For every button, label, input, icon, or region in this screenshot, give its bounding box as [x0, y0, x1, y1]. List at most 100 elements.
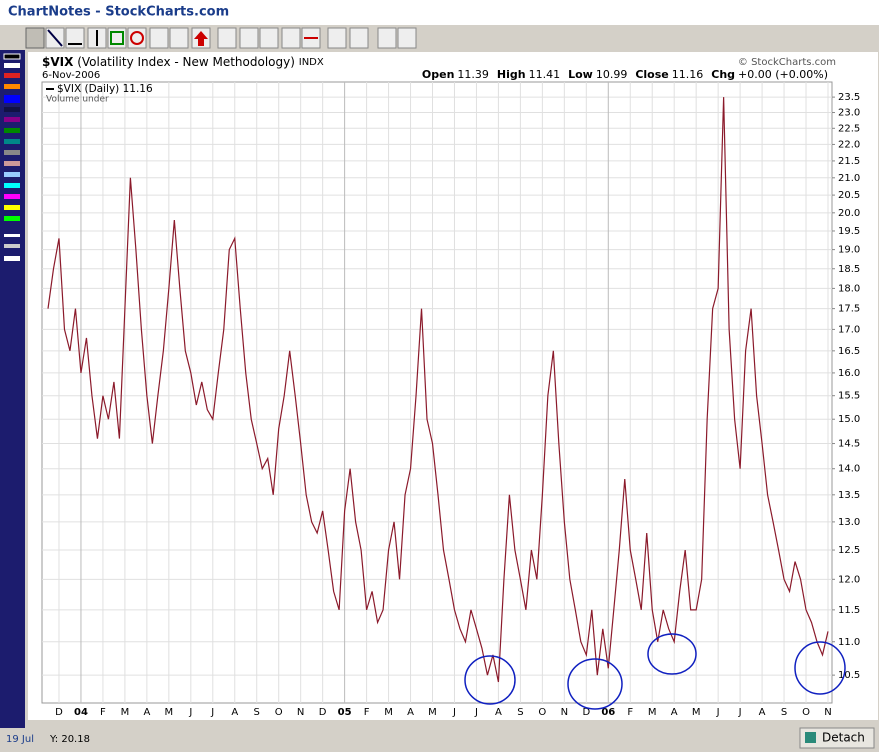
tool-button[interactable] — [327, 27, 347, 49]
x-tick-label: A — [231, 707, 238, 718]
y-tick-label: 16.0 — [838, 368, 860, 379]
exchange: INDX — [299, 57, 324, 68]
y-tick-label: 18.5 — [838, 264, 860, 275]
toolbar — [25, 27, 417, 49]
x-tick-label: M — [692, 707, 701, 718]
y-tick-label: 15.0 — [838, 414, 860, 425]
legend-value: 11.16 — [123, 83, 153, 95]
window-title: ChartNotes - StockCharts.com — [8, 5, 229, 20]
x-tick-label: A — [407, 707, 414, 718]
title-bar — [0, 0, 879, 25]
y-tick-label: 22.0 — [838, 139, 860, 150]
quote-value: 11.39 — [457, 68, 489, 81]
annotation-circles — [464, 633, 846, 710]
tool-button[interactable] — [377, 27, 397, 49]
x-tick-label: S — [254, 707, 260, 718]
x-tick-label: D — [55, 707, 63, 718]
x-tick-label: N — [297, 707, 304, 718]
tool-button[interactable] — [217, 27, 237, 49]
y-tick-label: 12.5 — [838, 545, 860, 556]
tool-button[interactable] — [349, 27, 369, 49]
status-y: Y: 20.18 — [49, 734, 90, 745]
x-tick-label: J — [452, 707, 456, 718]
x-tick-label: J — [210, 707, 214, 718]
x-tick-label: 04 — [74, 707, 88, 718]
detach-button[interactable] — [799, 727, 875, 749]
x-tick-label: A — [495, 707, 502, 718]
tool-button[interactable] — [25, 27, 45, 49]
x-tick-label: M — [428, 707, 437, 718]
y-tick-label: 21.0 — [838, 173, 860, 184]
tool-button[interactable] — [397, 27, 417, 49]
annotation-circle — [794, 641, 846, 695]
x-tick-label: J — [188, 707, 192, 718]
x-tick-label: D — [582, 707, 590, 718]
tool-button[interactable] — [239, 27, 259, 49]
y-tick-label: 20.5 — [838, 190, 860, 201]
tool-button[interactable] — [259, 27, 279, 49]
y-tick-label: 21.5 — [838, 156, 860, 167]
x-tick-label: O — [275, 707, 283, 718]
x-tick-label: A — [759, 707, 766, 718]
quote-label: Close — [635, 68, 668, 81]
price-line — [47, 97, 829, 683]
y-tick-label: 23.5 — [838, 92, 860, 103]
annotation-circle — [647, 633, 697, 675]
y-tick-label: 14.0 — [838, 464, 860, 475]
y-tick-label: 23.0 — [838, 108, 860, 119]
detach-icon — [805, 732, 816, 743]
tool-button[interactable] — [169, 27, 189, 49]
y-tick-label: 17.5 — [838, 304, 860, 315]
y-tick-label: 19.5 — [838, 226, 860, 237]
x-tick-label: S — [781, 707, 787, 718]
palette-swatches — [3, 53, 21, 261]
symbol: $VIX — [42, 55, 74, 69]
x-tick-label: F — [100, 707, 106, 718]
y-tick-label: 13.5 — [838, 490, 860, 501]
detach-label: Detach — [822, 731, 865, 745]
tool-button[interactable] — [281, 27, 301, 49]
status-x: 19 Jul — [6, 734, 34, 745]
x-tick-label: A — [671, 707, 678, 718]
quote-value: 11.41 — [529, 68, 561, 81]
x-tick-label: M — [648, 707, 657, 718]
x-tick-label: A — [143, 707, 150, 718]
quote-line: Open 11.39 High 11.41 Low 10.99 Close 11.16 Chg +… — [422, 68, 828, 81]
x-tick-label: J — [474, 707, 478, 718]
y-tick-label: 12.0 — [838, 574, 860, 585]
y-tick-label: 15.5 — [838, 391, 860, 402]
y-tick-label: 22.5 — [838, 123, 860, 134]
y-tick-label: 16.5 — [838, 346, 860, 357]
x-tick-label: M — [165, 707, 174, 718]
y-tick-label: 10.5 — [838, 670, 860, 681]
quote-label: High — [497, 68, 526, 81]
quote-value: 11.16 — [672, 68, 704, 81]
x-tick-label: 06 — [601, 707, 615, 718]
chart-panel — [28, 52, 878, 720]
x-tick-label: J — [738, 707, 742, 718]
x-tick-label: O — [538, 707, 546, 718]
quote-label: Chg — [711, 68, 735, 81]
y-tick-label: 18.0 — [838, 283, 860, 294]
legend-name: $VIX (Daily) — [57, 83, 119, 95]
x-tick-label: N — [824, 707, 831, 718]
annotation-circle — [464, 655, 516, 705]
plot: 10.5 11.0 11.5 12.0 12.5 13.0 13.5 14.0 14.5 15.0… — [42, 82, 860, 718]
y-tick-label: 14.5 — [838, 439, 860, 450]
x-tick-label: F — [364, 707, 370, 718]
annotation-circle — [567, 658, 623, 710]
status-bar — [0, 728, 879, 752]
x-tick-label: O — [802, 707, 810, 718]
copyright: © StockCharts.com — [738, 57, 836, 68]
y-tick-label: 19.0 — [838, 245, 860, 256]
y-tick-label: 11.5 — [838, 605, 860, 616]
chart-title: $VIX (Volatility Index - New Methodology… — [42, 55, 324, 69]
x-tick-label: 05 — [338, 707, 352, 718]
x-tick-label: M — [121, 707, 130, 718]
tool-button[interactable] — [149, 27, 169, 49]
x-tick-label: F — [627, 707, 633, 718]
quote-value: 10.99 — [596, 68, 628, 81]
x-tick-label: J — [716, 707, 720, 718]
y-tick-label: 17.0 — [838, 324, 860, 335]
x-tick-label: D — [319, 707, 327, 718]
